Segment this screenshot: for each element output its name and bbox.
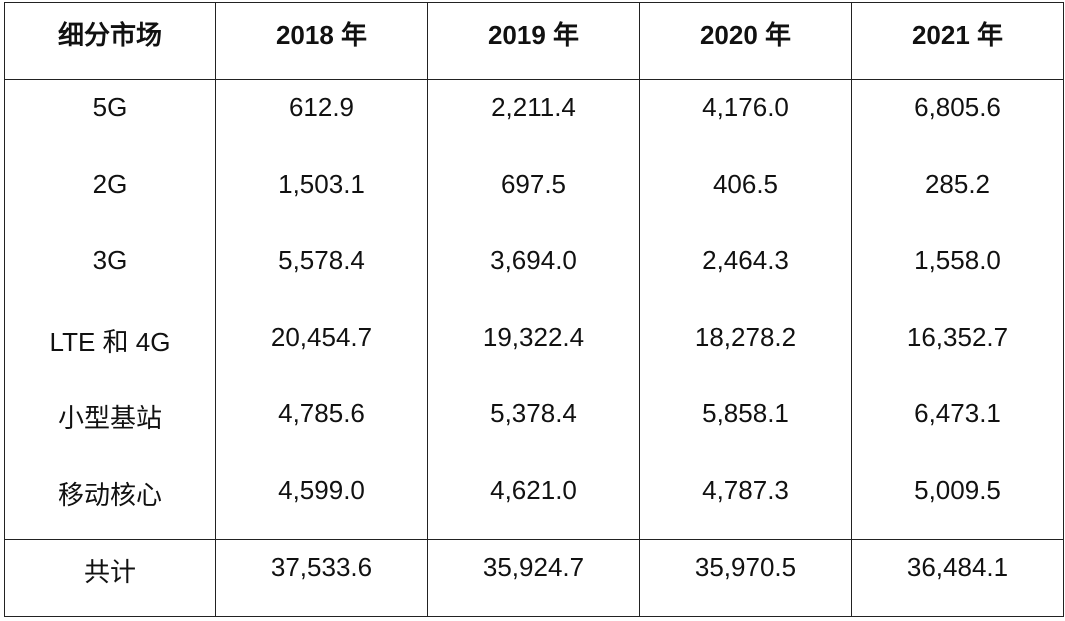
table-cell: 285.2	[851, 156, 1064, 233]
row-label: 3G	[4, 233, 216, 310]
column-header: 2020 年	[639, 2, 852, 80]
table-row: 3G 5,578.4 3,694.0 2,464.3 1,558.0	[4, 233, 1064, 310]
total-label: 共计	[4, 539, 216, 617]
column-header: 细分市场	[4, 2, 216, 80]
table-cell: 1,503.1	[215, 156, 428, 233]
row-label: 小型基站	[4, 386, 216, 463]
table-cell: 2,211.4	[427, 79, 640, 157]
row-label: 移动核心	[4, 462, 216, 540]
table-row: LTE 和 4G 20,454.7 19,322.4 18,278.2 16,352.7	[4, 309, 1064, 386]
table-cell: 18,278.2	[639, 309, 852, 386]
row-label: LTE 和 4G	[4, 309, 216, 386]
table-cell: 16,352.7	[851, 309, 1064, 386]
row-label: 2G	[4, 156, 216, 233]
table-cell: 697.5	[427, 156, 640, 233]
table-row: 移动核心 4,599.0 4,621.0 4,787.3 5,009.5	[4, 462, 1064, 540]
table-cell: 4,176.0	[639, 79, 852, 157]
table-cell: 5,009.5	[851, 462, 1064, 540]
table-cell: 4,621.0	[427, 462, 640, 540]
total-cell: 35,924.7	[427, 539, 640, 617]
table-cell: 5,858.1	[639, 386, 852, 463]
header-row: 细分市场 2018 年 2019 年 2020 年 2021 年	[4, 2, 1064, 80]
table-cell: 6,473.1	[851, 386, 1064, 463]
table-cell: 3,694.0	[427, 233, 640, 310]
total-row: 共计 37,533.6 35,924.7 35,970.5 36,484.1	[4, 539, 1064, 617]
table-row: 小型基站 4,785.6 5,378.4 5,858.1 6,473.1	[4, 386, 1064, 463]
table-cell: 6,805.6	[851, 79, 1064, 157]
table-cell: 612.9	[215, 79, 428, 157]
table-cell: 20,454.7	[215, 309, 428, 386]
column-header: 2021 年	[851, 2, 1064, 80]
table-cell: 5,378.4	[427, 386, 640, 463]
total-cell: 37,533.6	[215, 539, 428, 617]
column-header: 2019 年	[427, 2, 640, 80]
table-row: 2G 1,503.1 697.5 406.5 285.2	[4, 156, 1064, 233]
table-cell: 19,322.4	[427, 309, 640, 386]
table-cell: 2,464.3	[639, 233, 852, 310]
table-cell: 1,558.0	[851, 233, 1064, 310]
market-table: 细分市场 2018 年 2019 年 2020 年 2021 年 5G 612.9 2,21…	[4, 2, 1064, 617]
table-cell: 5,578.4	[215, 233, 428, 310]
table-cell: 4,785.6	[215, 386, 428, 463]
total-cell: 35,970.5	[639, 539, 852, 617]
table-row: 5G 612.9 2,211.4 4,176.0 6,805.6	[4, 79, 1064, 157]
table-cell: 406.5	[639, 156, 852, 233]
row-label: 5G	[4, 79, 216, 157]
table-cell: 4,599.0	[215, 462, 428, 540]
column-header: 2018 年	[215, 2, 428, 80]
table-cell: 4,787.3	[639, 462, 852, 540]
total-cell: 36,484.1	[851, 539, 1064, 617]
